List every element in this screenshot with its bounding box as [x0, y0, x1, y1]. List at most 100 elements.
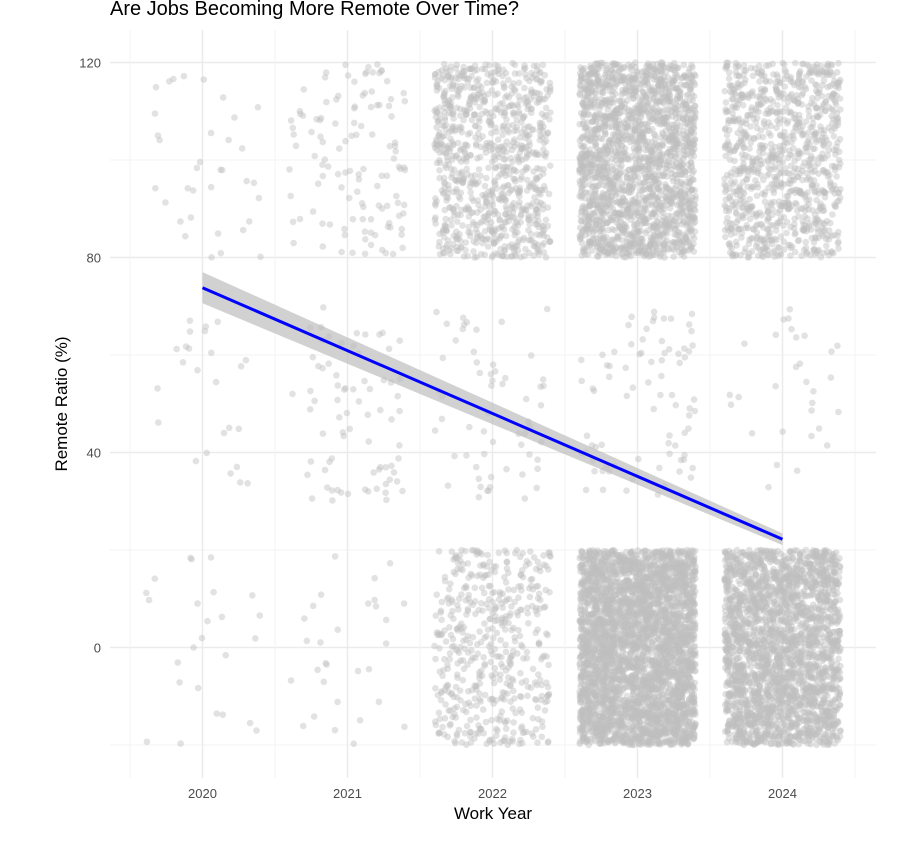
data-point [361, 250, 369, 258]
data-point [483, 174, 490, 182]
data-point [532, 607, 540, 615]
data-point [540, 604, 548, 611]
data-point [435, 709, 443, 717]
data-point [319, 220, 326, 227]
data-point [455, 247, 462, 255]
data-point [435, 84, 443, 92]
data-point [439, 245, 447, 252]
data-point [435, 730, 442, 737]
data-point [541, 95, 549, 103]
data-point [476, 672, 484, 679]
data-point [449, 205, 457, 213]
data-point [467, 739, 475, 746]
data-point [180, 72, 188, 80]
data-point [466, 639, 474, 647]
data-point [457, 189, 465, 197]
data-point [536, 676, 544, 684]
data-point [497, 712, 504, 720]
data-point [319, 364, 326, 372]
data-point [307, 458, 315, 465]
data-point [396, 442, 403, 449]
data-point [482, 198, 490, 206]
data-point [304, 471, 311, 479]
data-point [526, 214, 533, 221]
data-point [510, 624, 517, 632]
data-point [498, 190, 505, 198]
data-point [348, 132, 355, 140]
data-point [480, 730, 488, 737]
data-point [437, 609, 445, 616]
data-point [355, 176, 363, 183]
data-point [503, 558, 511, 565]
data-point [443, 193, 450, 201]
data-point [508, 675, 516, 683]
data-point [334, 396, 341, 404]
data-point [477, 562, 484, 569]
data-point [496, 676, 504, 683]
data-point [433, 591, 441, 598]
data-point [505, 619, 512, 627]
data-point [342, 137, 349, 145]
data-point [520, 236, 527, 244]
data-point [459, 657, 467, 664]
data-point [481, 572, 488, 580]
data-point [433, 80, 441, 88]
data-point [492, 604, 500, 612]
data-point [454, 554, 461, 562]
data-point [473, 641, 481, 648]
data-point [376, 101, 383, 109]
data-point [537, 383, 544, 391]
data-point [246, 218, 253, 225]
data-point [510, 719, 517, 726]
data-point [516, 553, 524, 561]
data-point [385, 102, 393, 110]
data-point [451, 123, 458, 131]
data-point [319, 243, 327, 250]
data-point [544, 739, 552, 746]
data-point [373, 485, 381, 493]
data-point [515, 79, 523, 87]
data-point [534, 715, 542, 723]
data-point [527, 548, 534, 555]
data-point [479, 706, 487, 713]
data-point [530, 242, 538, 250]
data-point [325, 360, 333, 368]
data-point [468, 547, 476, 554]
data-point [480, 654, 487, 661]
data-point [475, 75, 482, 83]
data-point [287, 192, 295, 200]
data-point [200, 76, 208, 83]
data-point [492, 563, 500, 570]
data-point [532, 221, 540, 228]
data-point [467, 702, 475, 710]
data-point [457, 657, 465, 664]
data-point [324, 163, 332, 170]
data-point [535, 640, 543, 648]
data-point [444, 682, 452, 690]
data-point [442, 150, 450, 157]
data-point [489, 201, 497, 209]
data-point [450, 642, 458, 650]
data-point [455, 93, 462, 100]
data-point [455, 170, 463, 177]
data-point [480, 589, 488, 597]
data-point [484, 243, 492, 250]
data-point [648, 630, 656, 638]
data-point [219, 711, 227, 718]
data-point [341, 225, 348, 233]
data-point [533, 610, 541, 618]
data-point [545, 661, 552, 669]
data-point [303, 637, 311, 645]
data-point [217, 249, 225, 257]
data-point [486, 558, 493, 566]
data-point [346, 425, 354, 433]
data-point [289, 124, 297, 132]
data-point [577, 620, 585, 627]
data-point [537, 124, 545, 132]
data-point [493, 238, 500, 245]
data-point [356, 717, 364, 724]
data-point [452, 337, 460, 344]
data-point [492, 603, 500, 610]
data-point [335, 92, 342, 100]
data-point [382, 480, 390, 488]
